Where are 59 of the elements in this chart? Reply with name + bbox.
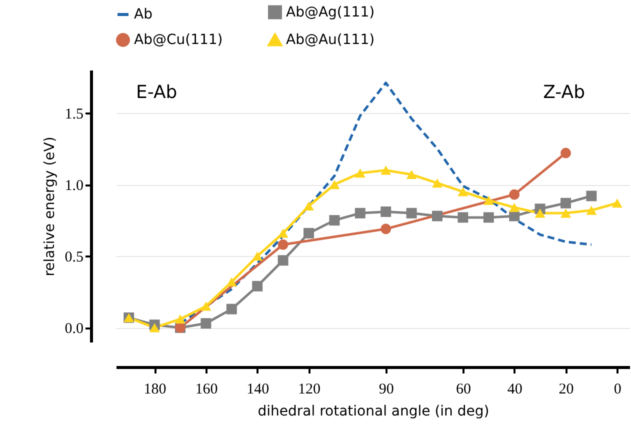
point [586,206,597,215]
point [509,202,520,212]
point [278,239,288,250]
point [586,190,597,202]
x-tick-label: 20 [558,382,574,398]
point [354,168,366,178]
x-tick-label: 140 [246,382,270,398]
point [380,166,392,175]
point [560,148,571,158]
point [278,228,288,238]
y-tick-label: 0.5 [64,250,84,266]
point [432,210,442,222]
legend-label: Ab@Au(111) [286,32,375,48]
point [226,304,237,314]
y-axis-title: relative energy (eV) [42,136,58,276]
x-tick-label: 180 [144,382,166,398]
point [149,323,160,332]
point [432,178,442,188]
point [509,189,520,200]
point [175,314,186,324]
x-tick-label: 60 [456,382,471,398]
point [612,198,622,208]
annotation: Z-Ab [543,82,585,103]
point [252,252,263,261]
point [304,201,314,211]
point [483,196,494,205]
point [200,302,212,311]
x-tick-label: 40 [507,382,522,398]
point [406,208,417,218]
point [560,198,571,208]
point [560,208,571,218]
point [329,180,340,190]
point [380,224,392,234]
annotation: E-Ab [136,82,178,103]
point [252,280,263,292]
point [534,208,546,218]
x-tick-label: 160 [195,382,218,398]
point [304,228,314,238]
y-tick-label: 0.0 [64,321,84,338]
point [354,208,366,218]
point [329,215,340,226]
x-tick-label: 90 [378,382,394,398]
point [509,210,520,222]
point [458,187,468,196]
point [200,318,212,329]
y-tick-label: 1.5 [64,106,84,122]
x-tick-label: 120 [298,382,320,398]
point [380,206,392,217]
point [226,277,237,286]
legend-label: Ab [134,6,153,22]
point [483,212,494,223]
legend-label: Ab@Cu(111) [134,32,223,48]
point [278,255,288,266]
point [406,170,417,180]
x-tick-label: 0 [614,382,622,398]
point [458,212,468,223]
x-axis-title: dihedral rotational angle (in deg) [258,404,490,420]
legend-label: Ab@Ag(111) [286,4,375,20]
y-tick-label: 1.0 [64,178,84,194]
